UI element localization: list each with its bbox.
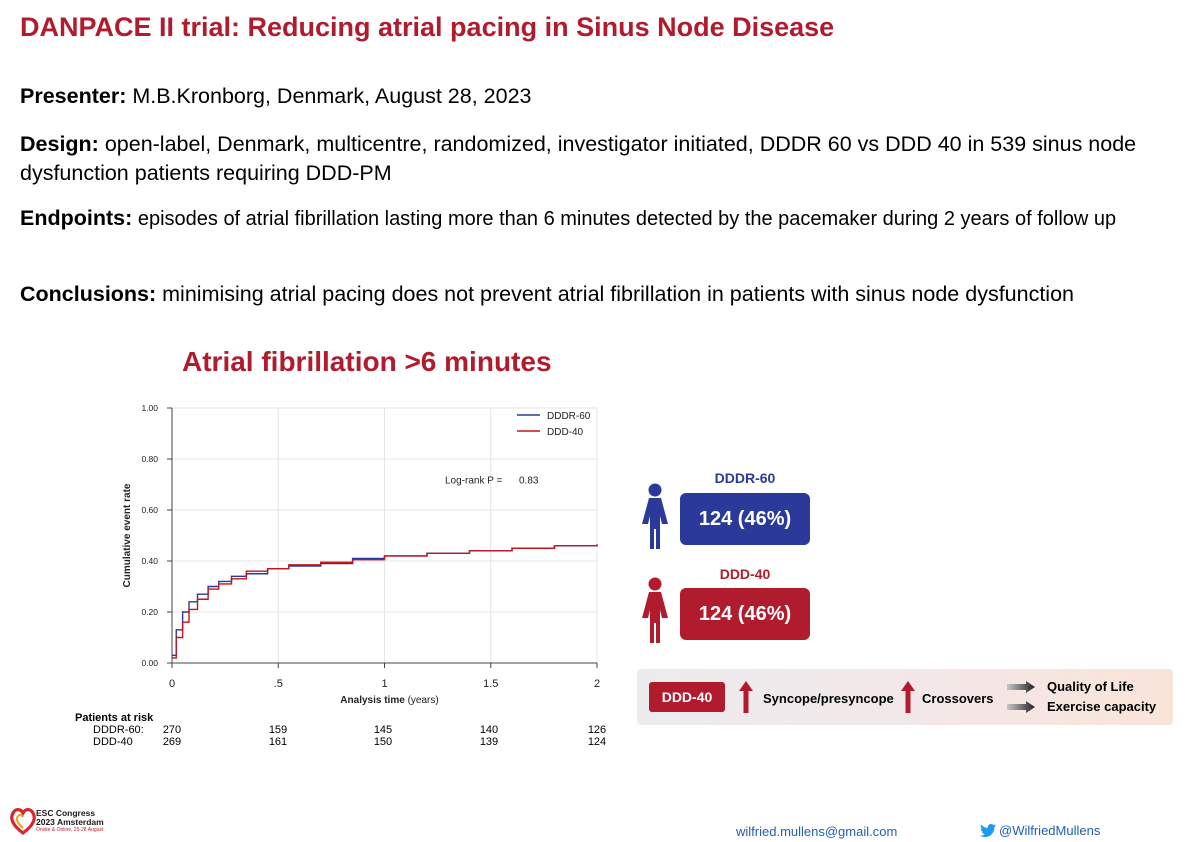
right-arrow-icon — [1007, 701, 1035, 713]
design-line: Design: open-label, Denmark, multicentre… — [20, 130, 1160, 188]
series-line-ddd-40 — [172, 544, 598, 659]
x-tick-label: 1.5 — [483, 678, 498, 690]
summary-bar: DDD-40 Syncope/presyncope Crossovers Qua… — [637, 669, 1173, 725]
presenter-label: Presenter: — [20, 84, 127, 108]
twitter-bird-icon — [980, 824, 996, 837]
risk-cell: 161 — [268, 736, 288, 748]
conclusions-label: Conclusions: — [20, 282, 157, 306]
risk-cell: 150 — [373, 736, 393, 748]
arm-title: DDD-40 — [719, 566, 771, 582]
risk-row-ddd40: DDD-40 269 161 150 139 124 — [75, 736, 606, 748]
summary-item-qol: Quality of Life — [1047, 679, 1134, 694]
right-arrow-icon — [1007, 681, 1035, 693]
x-tick-label: 2 — [594, 678, 600, 690]
legend-label: DDDR-60 — [547, 411, 591, 422]
risk-row-dddr60: DDDR-60: 270 159 145 140 126 — [75, 724, 606, 736]
y-tick-label: 0.80 — [141, 454, 158, 464]
risk-cell: 126 — [587, 724, 607, 736]
x-tick-label: .5 — [274, 678, 283, 690]
conclusions-text: minimising atrial pacing does not preven… — [156, 282, 1074, 306]
y-axis-label: Cumulative event rate — [122, 483, 133, 587]
esc-logo-line3: Onsite & Online, 25-28 August — [36, 827, 104, 833]
summary-item-syncope: Syncope/presyncope — [763, 691, 894, 706]
twitter-handle: @WilfriedMullens — [999, 823, 1101, 838]
risk-cell: 145 — [373, 724, 393, 736]
risk-table: Patients at risk DDDR-60: 270 159 145 14… — [75, 712, 606, 748]
summary-item-crossovers: Crossovers — [922, 691, 994, 706]
conclusions-line: Conclusions: minimising atrial pacing do… — [20, 280, 1160, 309]
risk-cell: 139 — [479, 736, 499, 748]
footer-twitter[interactable]: @WilfriedMullens — [980, 823, 1100, 838]
risk-table-heading: Patients at risk — [75, 712, 154, 724]
y-tick-label: 0.00 — [141, 658, 158, 668]
chart-heading: Atrial fibrillation >6 minutes — [182, 346, 552, 377]
risk-row-label: DDDR-60: — [93, 724, 144, 736]
up-arrow-icon — [901, 681, 915, 713]
legend-label: DDD-40 — [547, 427, 584, 438]
presenter-line: Presenter: M.B.Kronborg, Denmark, August… — [20, 82, 1160, 111]
x-tick-label: 1 — [381, 678, 387, 690]
risk-cell: 140 — [479, 724, 499, 736]
arm-value-box: 124 (46%) — [680, 588, 810, 640]
log-rank-label: Log-rank P = — [445, 475, 503, 486]
female-person-icon — [642, 483, 668, 549]
arm-title: DDDR-60 — [714, 470, 776, 486]
arm-value-box: 124 (46%) — [680, 493, 810, 545]
risk-cell: 124 — [587, 736, 607, 748]
y-tick-label: 0.60 — [141, 505, 158, 515]
y-tick-label: 0.20 — [141, 607, 158, 617]
risk-cell: 270 — [162, 724, 182, 736]
x-axis-label: Analysis time (years) — [340, 695, 438, 706]
esc-heart-logo-icon — [10, 808, 36, 835]
summary-arm-box: DDD-40 — [649, 682, 725, 712]
summary-item-exercise: Exercise capacity — [1047, 699, 1157, 714]
x-tick-label: 0 — [169, 678, 175, 690]
risk-row-label: DDD-40 — [93, 736, 133, 748]
design-text: open-label, Denmark, multicentre, random… — [20, 132, 1137, 185]
endpoints-line: Endpoints: episodes of atrial fibrillati… — [20, 203, 1160, 234]
y-tick-label: 0.40 — [141, 556, 158, 566]
log-rank-value: 0.83 — [519, 475, 539, 486]
risk-cell: 269 — [162, 736, 182, 748]
up-arrow-icon — [739, 681, 753, 713]
km-chart: 0.00 0.20 0.40 0.60 0.80 1.00 0 .5 1 1.5 2 Analysis… — [122, 403, 600, 706]
risk-cell: 159 — [268, 724, 288, 736]
design-label: Design: — [20, 132, 99, 156]
endpoints-text: episodes of atrial fibrillation lasting … — [132, 208, 1117, 230]
esc-logo-line2: 2023 Amsterdam — [36, 816, 104, 827]
endpoints-label: Endpoints: — [20, 206, 133, 230]
esc-logo-line1: ESC Congress — [36, 808, 96, 818]
slide-title: DANPACE II trial: Reducing atrial pacing… — [20, 12, 835, 42]
y-tick-label: 1.00 — [141, 403, 158, 413]
female-person-icon — [642, 577, 668, 643]
esc-logo-text: ESC Congress 2023 Amsterdam Onsite & Onl… — [36, 809, 104, 835]
footer-email[interactable]: wilfried.mullens@gmail.com — [736, 824, 898, 839]
presenter-text: M.B.Kronborg, Denmark, August 28, 2023 — [126, 84, 532, 108]
